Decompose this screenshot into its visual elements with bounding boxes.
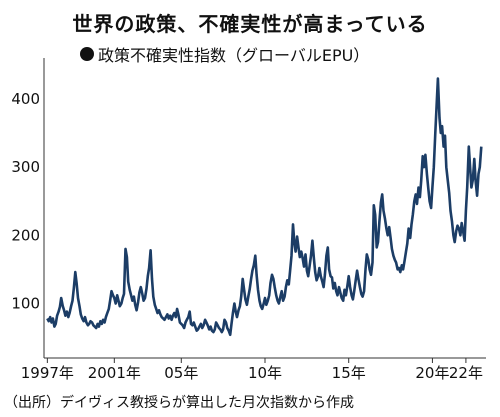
x-tick-label: 15年 — [332, 364, 366, 382]
x-tick-label: 22年 — [449, 364, 483, 382]
y-tick-label: 100 — [11, 294, 40, 312]
legend: 政策不確実性指数（グローバルEPU） — [80, 42, 369, 66]
source-note: （出所）デイヴィス教授らが算出した月次指数から作成 — [4, 395, 354, 411]
y-axis: 100 200 300 400 — [11, 90, 40, 313]
x-tick-label: 05年 — [164, 364, 198, 382]
legend-label: 政策不確実性指数（グローバルEPU） — [98, 46, 370, 65]
legend-marker-icon — [80, 47, 94, 61]
y-tick-label: 200 — [11, 226, 40, 244]
x-tick-label: 20年 — [415, 364, 449, 382]
x-tick-label: 1997年 — [21, 364, 74, 382]
chart-title: 世界の政策、不確実性が高まっている — [72, 12, 428, 36]
y-tick-label: 300 — [11, 158, 40, 176]
x-tick-label: 10年 — [248, 364, 282, 382]
x-tick-label: 2001年 — [88, 364, 141, 382]
x-axis: 1997年 2001年 05年 10年 15年 20年 22年 — [21, 358, 483, 382]
y-tick-label: 400 — [11, 90, 40, 108]
series-layer — [46, 77, 483, 337]
series-line-epu — [46, 77, 483, 337]
